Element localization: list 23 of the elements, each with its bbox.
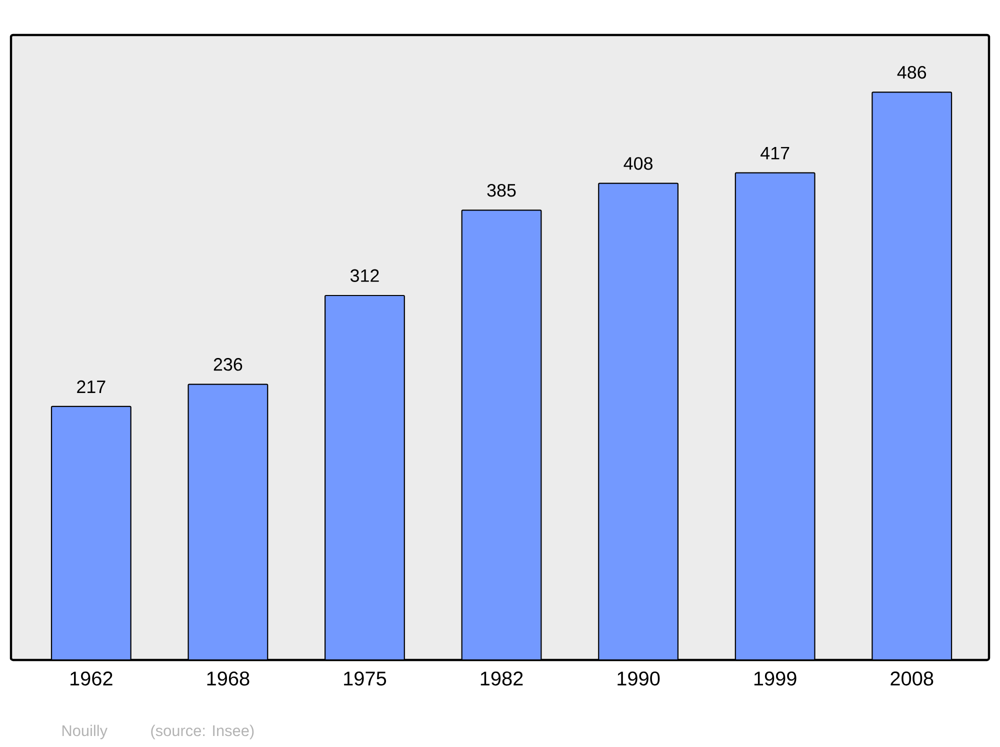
data-label: 312 [350,269,379,282]
data-label: 236 [214,358,242,371]
bar [734,172,816,660]
bar [598,182,679,660]
text: (source: Insee) [151,724,254,740]
bar [872,92,952,660]
bar [50,406,132,660]
data-label: 217 [77,380,106,393]
x-tick-label: 1999 [754,672,796,686]
x-tick-label: 2008 [890,672,934,686]
data-label: 417 [760,146,790,160]
bar [324,294,405,660]
x-tick-label: 1975 [344,672,386,686]
x-tick-label: 1982 [480,672,523,686]
data-label: 408 [624,157,652,170]
data-label: 486 [897,66,926,79]
x-tick-label: 1968 [207,672,250,686]
bar [188,384,268,660]
bar [461,210,542,660]
x-tick-label: 1990 [618,672,660,686]
data-label: 385 [487,184,516,197]
text: Nouilly [62,724,108,740]
x-tick-label: 1962 [70,672,112,686]
